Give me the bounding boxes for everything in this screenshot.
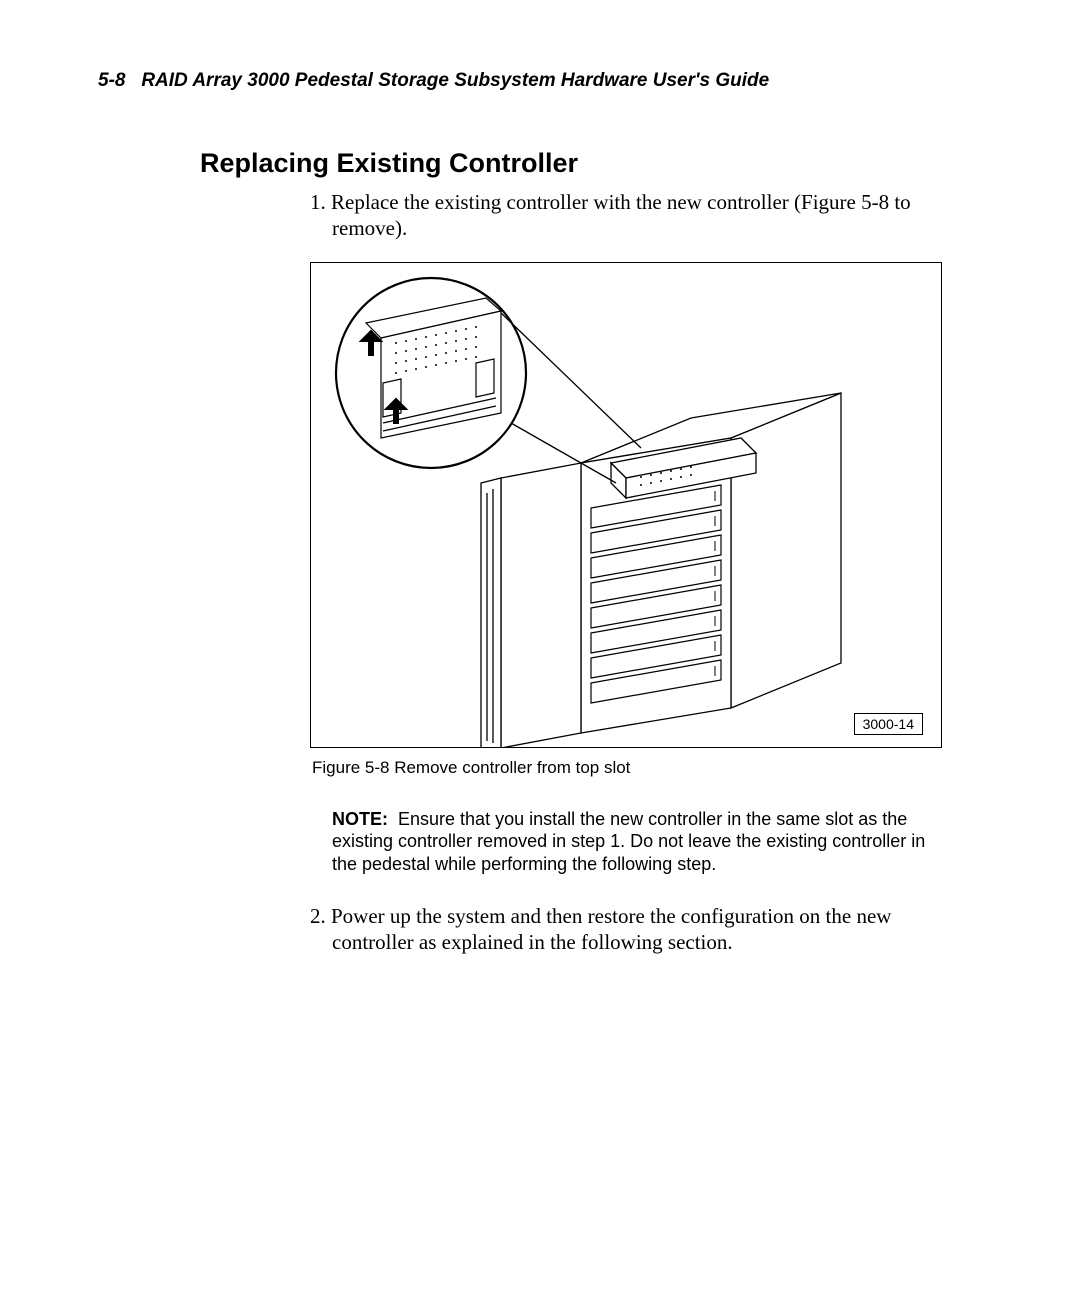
step-1: 1. Replace the existing controller with … bbox=[310, 189, 950, 242]
running-title: RAID Array 3000 Pedestal Storage Subsyst… bbox=[141, 70, 769, 91]
figure-illustration bbox=[311, 263, 941, 747]
note-block: NOTE: Ensure that you install the new co… bbox=[332, 808, 950, 876]
content-column: 1. Replace the existing controller with … bbox=[310, 189, 950, 956]
figure-id-label: 3000-14 bbox=[854, 713, 923, 735]
step-2-number: 2. bbox=[310, 904, 326, 928]
step-2: 2. Power up the system and then restore … bbox=[310, 903, 950, 956]
figure-frame: 3000-14 bbox=[310, 262, 942, 748]
note-label: NOTE: bbox=[332, 809, 388, 829]
step-1-number: 1. bbox=[310, 190, 326, 214]
note-text: Ensure that you install the new controll… bbox=[332, 809, 925, 874]
section-heading: Replacing Existing Controller bbox=[200, 148, 970, 179]
running-header: 5-8 RAID Array 3000 Pedestal Storage Sub… bbox=[98, 70, 970, 92]
step-1-text: Replace the existing controller with the… bbox=[331, 190, 911, 240]
step-2-text: Power up the system and then restore the… bbox=[331, 904, 891, 954]
figure-caption: Figure 5-8 Remove controller from top sl… bbox=[312, 758, 950, 778]
page-number: 5-8 bbox=[98, 70, 125, 91]
figure-block: 3000-14 Figure 5-8 Remove controller fro… bbox=[310, 262, 950, 778]
document-page: 5-8 RAID Array 3000 Pedestal Storage Sub… bbox=[0, 0, 1080, 1296]
